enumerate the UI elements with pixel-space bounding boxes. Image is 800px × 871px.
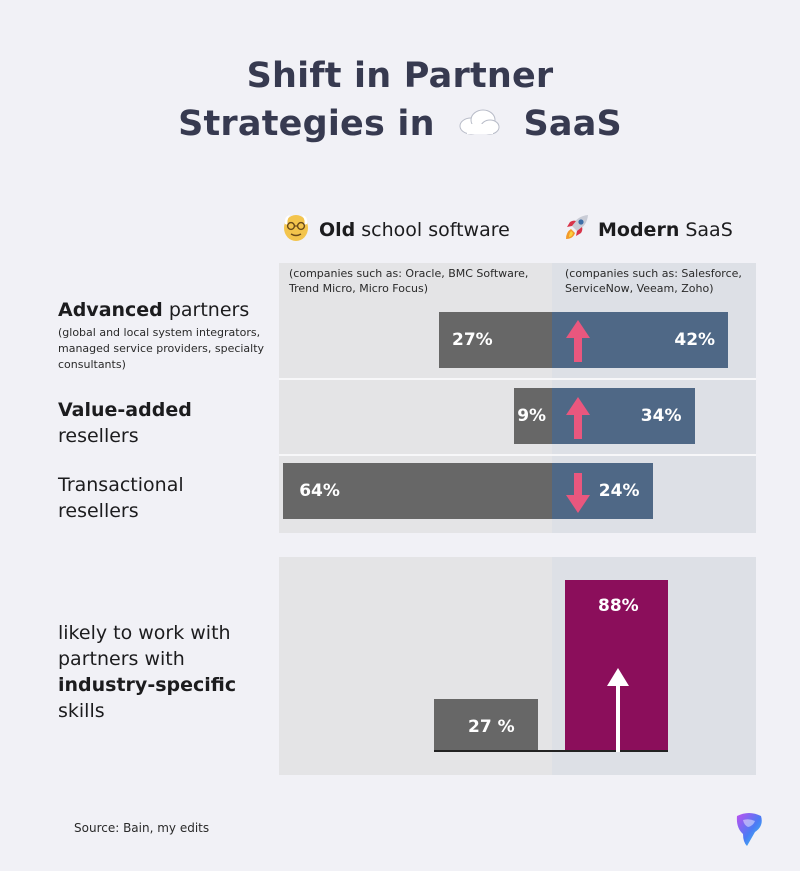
column-header-old: Old school software xyxy=(282,212,510,247)
label-old-industry: 27 % xyxy=(468,717,515,738)
row-label-value-added: Value-added resellers xyxy=(58,397,218,449)
cloud-icon xyxy=(457,101,501,149)
label-modern-transactional: 24% xyxy=(598,481,640,501)
label-modern-industry: 88% xyxy=(598,595,639,616)
row-label-advanced: Advanced partners (global and local syst… xyxy=(58,297,280,373)
old-man-face-icon xyxy=(282,212,310,247)
row-divider-1 xyxy=(279,378,756,380)
modern-examples: (companies such as: Salesforce, ServiceN… xyxy=(565,267,742,295)
source-note: Source: Bain, my edits xyxy=(74,821,210,835)
column-header-old-bold: Old xyxy=(319,218,356,241)
row-label-value-added-bold: Value-added xyxy=(58,399,192,421)
rocket-icon xyxy=(563,212,591,247)
label-modern-value-added: 34% xyxy=(640,406,682,426)
industry-skills-bold: industry-specific xyxy=(58,674,237,696)
column-header-old-rest: school software xyxy=(361,218,510,241)
row-label-transactional: Transactional resellers xyxy=(58,474,184,522)
old-examples: (companies such as: Oracle, BMC Software… xyxy=(289,267,529,295)
title-line-2-pre: Strategies in xyxy=(178,104,435,144)
title-line-2: Strategies in SaaS xyxy=(0,100,800,149)
industry-skills-line-4: skills xyxy=(58,700,105,722)
label-old-advanced: 27% xyxy=(452,330,493,350)
industry-skills-line-1: likely to work with xyxy=(58,622,231,644)
label-modern-advanced: 42% xyxy=(674,330,716,350)
industry-skills-line-2: partners with xyxy=(58,648,185,670)
brand-logo-icon xyxy=(736,813,762,846)
bar-old-transactional xyxy=(283,463,552,519)
bar-old-value-added xyxy=(514,388,552,444)
bar-modern-transactional xyxy=(552,463,653,519)
row-label-value-added-rest: resellers xyxy=(58,425,139,447)
trend-up-arrow-icon-advanced xyxy=(566,320,590,362)
row-label-advanced-bold: Advanced xyxy=(58,299,163,321)
title-line-1: Shift in Partner xyxy=(246,56,554,96)
industry-skills-label: likely to work with partners with indust… xyxy=(58,620,236,724)
column-header-modern: Modern SaaS xyxy=(563,212,733,247)
bar-old-industry xyxy=(434,699,538,752)
column-header-modern-bold: Modern xyxy=(598,218,680,241)
title-line-2-post: SaaS xyxy=(523,104,622,144)
row-divider-2 xyxy=(279,454,756,456)
trend-down-arrow-icon-transactional xyxy=(566,473,590,513)
row-label-advanced-rest: partners xyxy=(168,299,250,321)
label-old-transactional: 64% xyxy=(299,481,340,501)
page-title: Shift in Partner Strategies in SaaS xyxy=(0,52,800,149)
row-label-advanced-detail: (global and local system integrators, ma… xyxy=(58,326,265,371)
label-old-value-added: 9% xyxy=(517,406,547,426)
growth-arrow-icon xyxy=(607,668,629,752)
column-header-modern-rest: SaaS xyxy=(685,218,733,241)
baseline xyxy=(434,750,668,752)
trend-up-arrow-icon-value-added xyxy=(566,397,590,439)
bar-old-advanced xyxy=(438,312,552,368)
